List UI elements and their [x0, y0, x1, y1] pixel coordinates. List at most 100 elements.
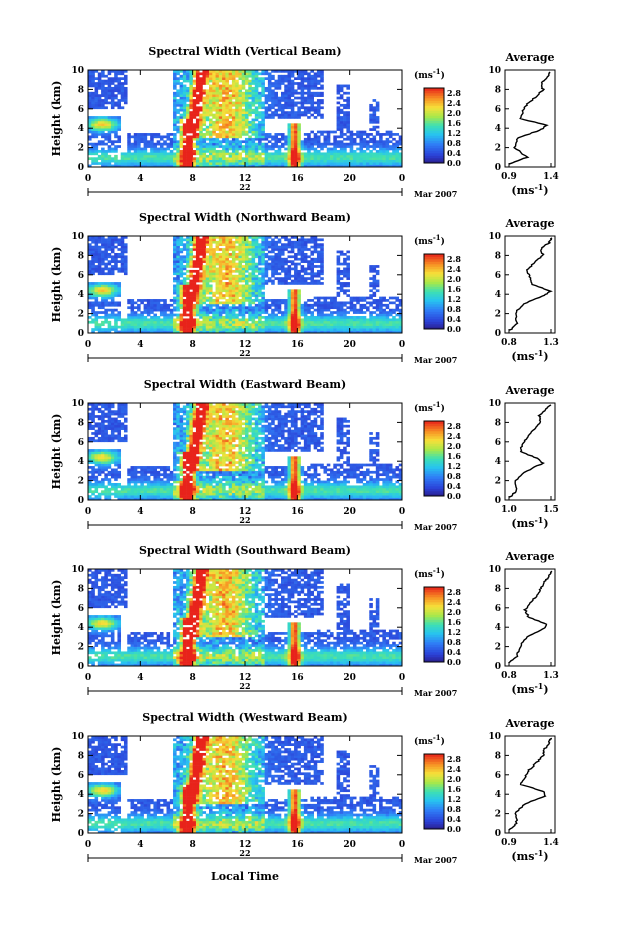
heatmap-cell	[398, 135, 403, 139]
heatmap-cell	[212, 103, 216, 107]
heatmap-cell	[372, 106, 377, 110]
heatmap-cell	[107, 245, 112, 249]
heatmap-cell	[297, 130, 301, 134]
heatmap-cell	[251, 284, 256, 288]
heatmap-cell	[326, 320, 331, 324]
heatmap-cell	[189, 79, 193, 83]
heatmap-cell	[182, 279, 187, 283]
heatmap-cell	[248, 94, 252, 97]
heatmap-cell	[222, 128, 226, 131]
heatmap-cell	[251, 308, 256, 312]
heatmap-cell	[385, 164, 390, 168]
heatmap-cell	[189, 284, 193, 288]
heatmap-cell	[297, 316, 301, 319]
heatmap-cell	[173, 257, 177, 261]
heatmap-cell	[261, 70, 265, 73]
heatmap-cell	[258, 116, 262, 119]
heatmap-cell	[248, 89, 252, 93]
heatmap-cell	[235, 240, 239, 244]
heatmap-cell	[97, 255, 102, 259]
heatmap-cell	[97, 162, 102, 165]
heatmap-cell	[267, 74, 272, 78]
heatmap-cell	[241, 140, 246, 144]
heatmap-cell	[176, 286, 180, 290]
heatmap-cell	[261, 162, 265, 165]
heatmap-cell	[307, 308, 311, 312]
heatmap-cell	[395, 150, 400, 153]
heatmap-cell	[254, 330, 259, 334]
heatmap-cell	[218, 248, 223, 251]
heatmap-cell	[189, 130, 193, 134]
heatmap-cell	[267, 330, 272, 334]
heatmap-cell	[284, 84, 288, 88]
heatmap-cell	[215, 94, 220, 97]
heatmap-cell	[238, 140, 243, 144]
heatmap-cell	[300, 145, 305, 148]
heatmap-cell	[88, 96, 92, 100]
heatmap-cell	[245, 79, 249, 83]
heatmap-cell	[195, 142, 200, 146]
heatmap-cell	[222, 260, 226, 263]
heatmap-cell	[110, 294, 115, 297]
heatmap-cell	[267, 320, 272, 324]
colorbar-segment	[424, 324, 444, 327]
heatmap-cell	[189, 252, 193, 256]
heatmap-cell	[192, 162, 197, 165]
heatmap-cell	[215, 245, 220, 249]
heatmap-cell	[114, 313, 118, 317]
heatmap-cell	[218, 318, 223, 322]
heatmap-cell	[117, 89, 122, 93]
heatmap-cell	[310, 113, 314, 117]
heatmap-cell	[287, 269, 292, 273]
heatmap-cell	[245, 296, 249, 300]
heatmap-cell	[356, 328, 360, 331]
heatmap-cell	[199, 267, 203, 271]
heatmap-cell	[297, 86, 301, 90]
profile-line	[508, 71, 551, 165]
heatmap-cell	[215, 150, 220, 153]
heatmap-cell	[215, 118, 220, 122]
heatmap-cell	[307, 260, 311, 263]
heatmap-cell	[137, 164, 141, 168]
heatmap-cell	[238, 294, 243, 297]
heatmap-cell	[166, 157, 171, 161]
heatmap-cell	[173, 328, 177, 331]
heatmap-cell	[179, 84, 184, 88]
heatmap-cell	[235, 159, 239, 163]
heatmap-cell	[264, 106, 269, 110]
heatmap-cell	[346, 120, 350, 124]
heatmap-cell	[163, 157, 167, 161]
heatmap-cell	[150, 323, 154, 327]
heatmap-cell	[294, 77, 298, 80]
heatmap-cell	[346, 152, 350, 156]
heatmap-cell	[182, 99, 187, 102]
heatmap-cell	[101, 74, 105, 78]
heatmap-cell	[199, 91, 203, 95]
heatmap-cell	[258, 236, 262, 239]
profile-y-tick-label: 0	[495, 163, 501, 173]
heatmap-cell	[101, 147, 105, 151]
heatmap-cell	[267, 262, 272, 266]
heatmap-cell	[343, 142, 347, 146]
day-label: 22	[239, 348, 250, 358]
heatmap-cell	[352, 133, 357, 136]
heatmap-cell	[375, 269, 380, 273]
heatmap-cell	[120, 164, 125, 168]
heatmap-cell	[280, 301, 285, 305]
heatmap-cell	[202, 279, 207, 283]
heatmap-cell	[330, 157, 334, 161]
heatmap-cell	[398, 152, 403, 156]
heatmap-cell	[130, 316, 135, 319]
heatmap-cell	[195, 301, 200, 305]
heatmap-cell	[238, 130, 243, 134]
heatmap-cell	[159, 308, 164, 312]
heatmap-cell	[199, 82, 203, 85]
heatmap-cell	[166, 323, 171, 327]
heatmap-cell	[382, 133, 386, 136]
heatmap-cell	[379, 145, 383, 148]
heatmap-cell	[271, 325, 275, 329]
heatmap-cell	[146, 301, 151, 305]
heatmap-cell	[277, 150, 282, 153]
heatmap-cell	[173, 162, 177, 165]
